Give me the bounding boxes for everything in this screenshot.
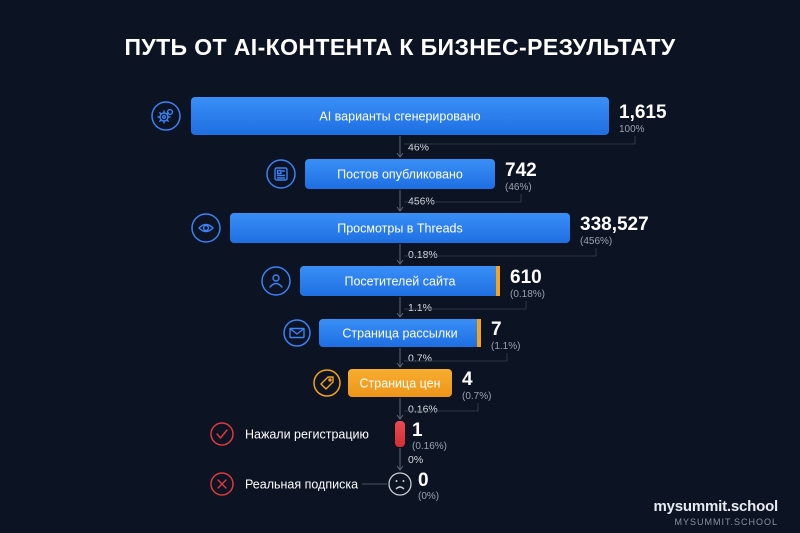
brand-watermark: MYSUMMIT.SCHOOL	[674, 517, 778, 527]
page-title: ПУТЬ ОТ AI-КОНТЕНТА К БИЗНЕС-РЕЗУЛЬТАТУ	[124, 34, 676, 60]
eye-icon	[191, 213, 221, 243]
stage-share: (0.7%)	[462, 391, 491, 402]
bar-end-cap	[477, 319, 481, 347]
stage-value: 0	[418, 470, 429, 491]
bar-end-cap	[496, 266, 500, 296]
stage-label: Посетителей сайта	[345, 275, 456, 289]
value-bracket	[404, 403, 479, 412]
transition-rate-label: 0.18%	[408, 249, 438, 261]
stage-share: (0%)	[418, 491, 439, 502]
gear-icon	[151, 101, 181, 131]
connector-arrow	[396, 312, 404, 318]
stage-share: (456%)	[580, 236, 612, 247]
value-bracket	[404, 136, 636, 145]
value-bracket	[404, 353, 508, 362]
stage-value: 610	[510, 267, 542, 288]
stage-value: 742	[505, 160, 537, 181]
transition-rate-label: 46%	[408, 142, 429, 154]
funnel-bar	[191, 97, 609, 135]
stage-label: Страница рассылки	[342, 327, 457, 341]
stage-share: (1.1%)	[491, 341, 520, 352]
stage-label: Нажали регистрацию	[245, 428, 369, 442]
stage-share: 100%	[619, 124, 645, 135]
stage-value: 4	[462, 369, 473, 390]
funnel-bar	[305, 159, 495, 189]
funnel-bar	[348, 369, 452, 397]
connector-arrow	[396, 259, 404, 265]
funnel-bar	[300, 266, 500, 296]
value-bracket	[404, 194, 522, 203]
x-icon	[210, 472, 234, 496]
document-icon	[266, 159, 296, 189]
connector-arrow	[396, 414, 404, 420]
check-icon	[210, 422, 234, 446]
transition-rate-label: 0%	[408, 454, 423, 466]
transition-rate-label: 456%	[408, 196, 435, 208]
envelope-icon	[283, 319, 311, 347]
user-icon	[261, 266, 291, 296]
stage-label: Просмотры в Threads	[337, 222, 463, 236]
connector-arrow	[396, 152, 404, 158]
stage-value: 1,615	[619, 102, 667, 123]
connector-arrow	[396, 465, 404, 471]
value-bracket	[404, 248, 597, 257]
stage-value: 1	[412, 420, 423, 441]
funnel-bar	[395, 421, 405, 447]
connector-arrow	[396, 206, 404, 212]
brand-logo: mysummit.school	[653, 498, 778, 515]
stage-value: 7	[491, 319, 502, 340]
stage-label: Страница цен	[360, 377, 441, 391]
stage-label: AI варианты сгенерировано	[319, 110, 480, 124]
funnel-bar	[319, 319, 481, 347]
stage-share: (46%)	[505, 182, 532, 193]
sad-face-icon	[388, 472, 412, 496]
connector-arrow	[396, 362, 404, 368]
stage-label: Реальная подписка	[245, 478, 358, 492]
funnel-bar	[230, 213, 570, 243]
transition-rate-label: 0.7%	[408, 353, 432, 365]
value-bracket	[404, 301, 527, 310]
stage-share: (0.18%)	[510, 289, 545, 300]
transition-rate-label: 1.1%	[408, 302, 432, 314]
transition-rate-label: 0.16%	[408, 404, 438, 416]
price-tag-icon	[313, 369, 341, 397]
stage-share: (0.16%)	[412, 441, 447, 452]
stage-label: Постов опубликовано	[337, 168, 463, 182]
stage-value: 338,527	[580, 214, 649, 235]
